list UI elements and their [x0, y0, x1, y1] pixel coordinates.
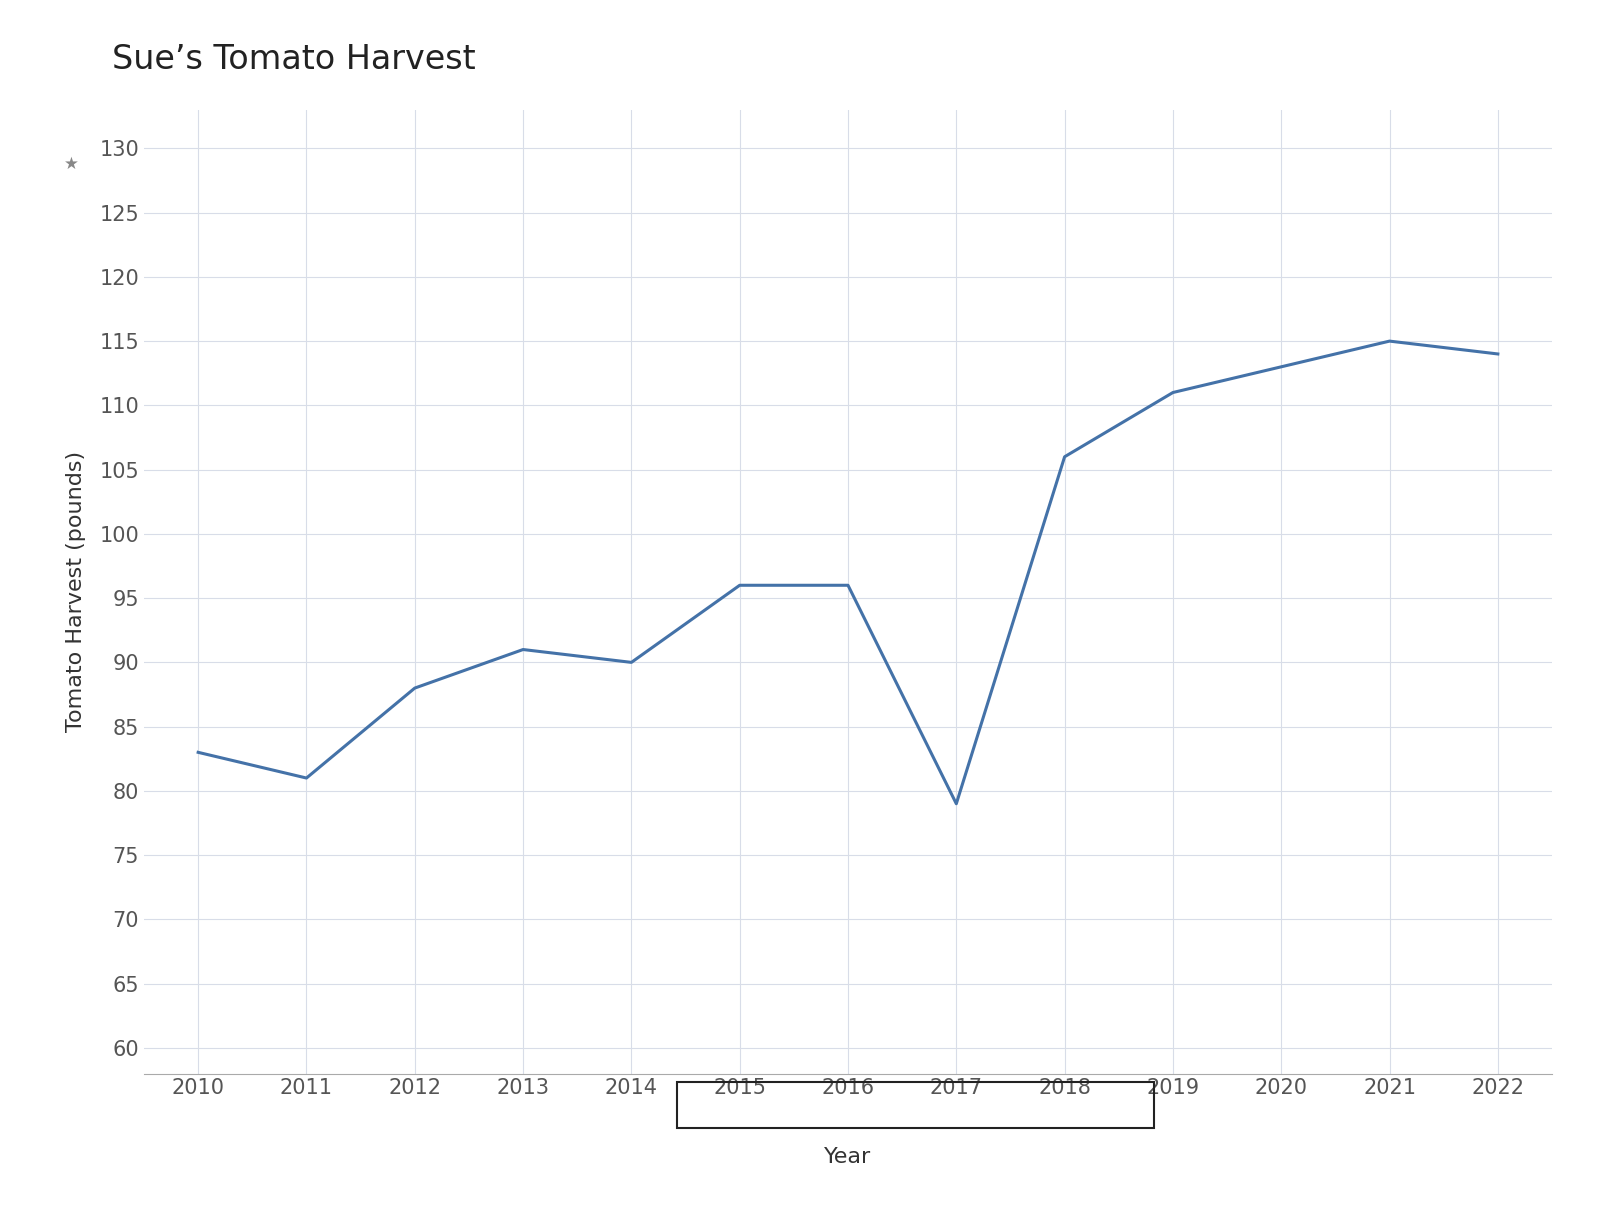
Text: Sue’s Tomato Harvest: Sue’s Tomato Harvest	[112, 43, 475, 76]
X-axis label: Year: Year	[824, 1147, 872, 1168]
Y-axis label: Tomato Harvest (pounds): Tomato Harvest (pounds)	[66, 451, 85, 732]
Text: ★: ★	[64, 155, 78, 173]
